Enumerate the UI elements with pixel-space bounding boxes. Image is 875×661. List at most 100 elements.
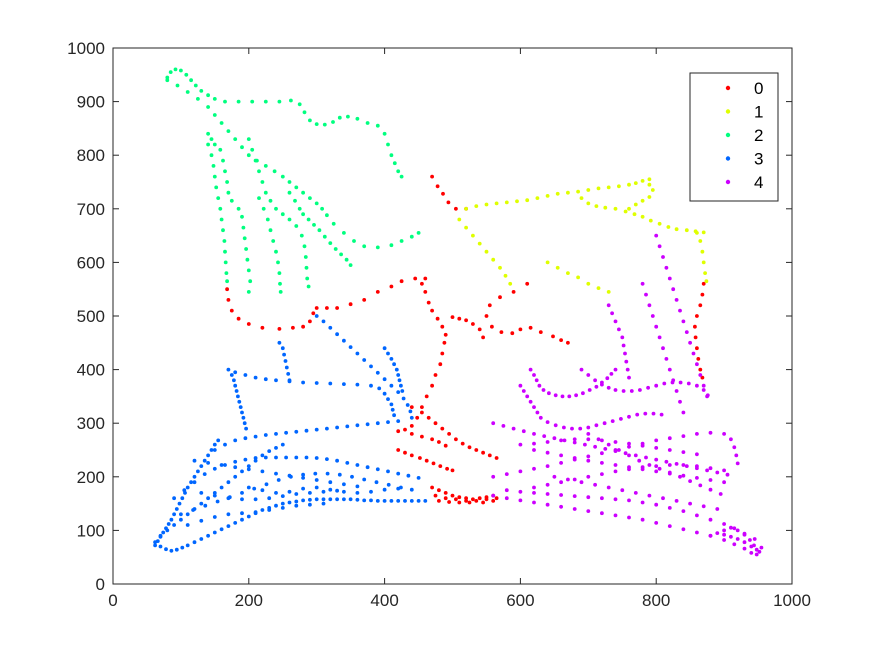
data-point [632,212,637,217]
data-point [562,438,567,443]
data-point [695,530,699,535]
data-point [484,249,489,254]
data-point [518,327,523,332]
data-point [586,437,591,442]
data-point [268,198,273,203]
data-point [698,239,703,243]
data-point [650,188,655,192]
data-point [572,456,577,460]
data-point [695,314,699,318]
data-point [664,459,669,464]
data-point [596,186,601,191]
data-point [538,415,543,420]
data-point [172,496,177,501]
data-point [620,335,625,340]
data-point [166,522,171,526]
data-point [268,228,273,233]
data-point [688,479,692,483]
data-point [184,72,189,77]
data-point [282,352,286,357]
data-point [321,319,326,324]
data-point [447,500,451,504]
data-point [209,137,214,142]
data-point [586,458,591,463]
data-point [389,357,394,361]
data-point [474,448,479,452]
data-point [333,247,338,251]
data-point [399,174,404,179]
data-point [335,306,339,310]
data-point [686,381,691,386]
data-point [396,419,401,423]
data-point [438,362,443,367]
data-point [521,429,526,434]
data-point [613,206,618,211]
data-point [681,473,686,478]
data-point [643,411,648,416]
data-point [647,463,652,467]
data-point [667,367,672,372]
data-point [226,298,231,302]
data-point [284,430,288,435]
data-point [253,510,258,515]
legend-marker [725,109,731,114]
data-point [335,425,339,430]
y-tick-label: 500 [77,307,105,326]
data-point [560,394,565,399]
data-point [693,335,698,340]
data-point [671,287,676,292]
data-point [240,410,244,415]
data-point [606,442,611,447]
data-point [695,383,699,388]
data-point [700,249,705,254]
data-point [525,281,530,286]
data-point [457,217,462,222]
y-tick-label: 1000 [67,39,105,58]
data-point [518,469,523,474]
data-point [528,325,533,330]
data-point [233,521,238,525]
data-point [586,509,591,513]
data-point [602,421,607,426]
data-point [467,445,472,450]
legend-marker [725,132,731,138]
data-point [518,489,523,494]
data-point [196,469,200,474]
data-point [193,83,198,88]
data-point [277,340,282,345]
data-point [274,206,278,211]
data-point [617,184,621,189]
data-point [280,501,285,506]
data-point [212,515,217,519]
data-point [301,498,305,503]
data-point [684,464,689,468]
data-point [566,190,570,195]
data-point [654,324,659,329]
data-point [283,359,288,363]
data-point [212,530,217,535]
data-point [418,456,422,460]
data-point [474,204,479,209]
data-point [633,181,638,186]
data-point [226,367,231,372]
data-point [735,461,740,466]
data-point [192,458,197,463]
data-point [600,461,604,465]
data-point [606,185,611,190]
data-point [233,383,238,388]
legend-marker [725,85,731,91]
data-point [722,538,726,542]
data-point [311,311,316,316]
y-tick-label: 400 [77,361,105,380]
data-point [203,503,208,508]
data-point [253,497,258,502]
data-point [301,212,305,217]
data-point [226,496,231,501]
data-point [375,370,380,375]
data-point [226,512,231,517]
data-point [708,478,713,482]
data-point [657,335,662,340]
data-point [545,440,550,444]
data-point [243,436,248,441]
data-point [640,214,645,219]
